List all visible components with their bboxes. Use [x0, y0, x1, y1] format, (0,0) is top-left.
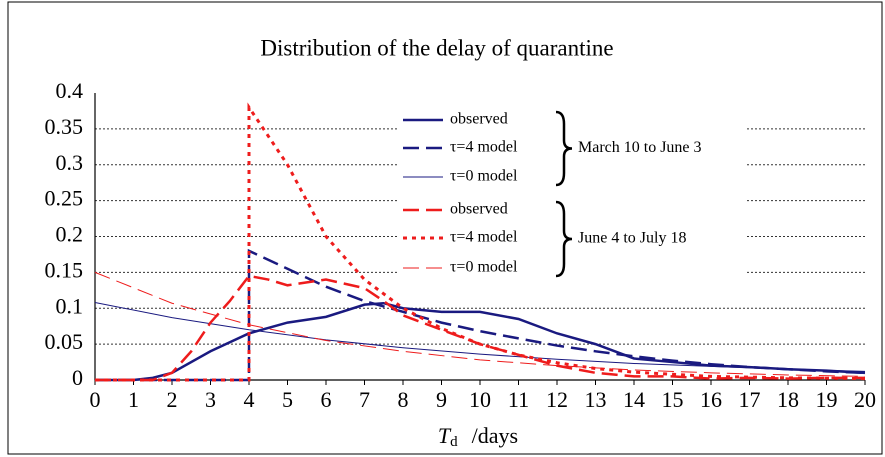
- x-tick-label: 1: [128, 387, 139, 412]
- x-tick-label: 7: [359, 387, 370, 412]
- legend-label: τ=4 model: [450, 229, 518, 246]
- legend-label: τ=0 model: [450, 168, 518, 185]
- y-tick-label: 0.2: [56, 222, 84, 247]
- y-tick-label: 0: [72, 365, 83, 390]
- legend-label: τ=4 model: [450, 139, 518, 156]
- x-tick-label: 3: [205, 387, 216, 412]
- legend-brace: [555, 110, 573, 187]
- legend-group-label: June 4 to July 18: [578, 230, 686, 247]
- legend-box: [398, 106, 746, 284]
- legend-label: observed: [450, 111, 508, 128]
- x-tick-label: 11: [508, 387, 529, 412]
- legend-label: τ=0 model: [450, 259, 518, 276]
- y-tick-label: 0.15: [45, 257, 84, 282]
- x-tick-label: 16: [700, 387, 722, 412]
- x-label-unit: /days: [472, 423, 518, 448]
- legend-label: observed: [450, 201, 508, 218]
- x-tick-label: 20: [854, 387, 876, 412]
- x-tick-label: 17: [739, 387, 761, 412]
- x-label-subscript: d: [450, 434, 458, 450]
- x-tick-label: 10: [469, 387, 491, 412]
- x-tick-label: 15: [662, 387, 684, 412]
- x-label-symbol: T: [438, 423, 452, 448]
- x-tick-label: 8: [398, 387, 409, 412]
- frame: [7, 1, 883, 455]
- x-tick-label: 5: [282, 387, 293, 412]
- y-tick-label: 0.05: [45, 329, 84, 354]
- series-line: [94, 271, 866, 377]
- x-tick-label: 0: [90, 387, 101, 412]
- x-tick-label: 4: [244, 387, 255, 412]
- series-line: [95, 248, 866, 382]
- x-tick-label: 14: [623, 387, 645, 412]
- y-tick-label: 0.1: [56, 293, 84, 318]
- legend-group-label: March 10 to June 3: [578, 139, 702, 156]
- chart-title: Distribution of the delay of quarantine: [260, 35, 613, 60]
- x-tick-label: 12: [546, 387, 568, 412]
- y-tick-label: 0.35: [45, 114, 84, 139]
- x-tick-label: 18: [777, 387, 799, 412]
- y-tick-label: 0.3: [56, 150, 84, 175]
- series-line: [94, 302, 866, 372]
- series-line: [95, 102, 866, 382]
- x-tick-label: 2: [167, 387, 178, 412]
- legend-brace: [555, 200, 573, 278]
- x-tick-label: 9: [436, 387, 447, 412]
- y-tick-label: 0.25: [45, 186, 84, 211]
- y-tick-label: 0.4: [56, 78, 84, 103]
- x-tick-label: 6: [321, 387, 332, 412]
- series-line: [95, 274, 865, 382]
- x-tick-label: 13: [585, 387, 607, 412]
- x-tick-label: 19: [816, 387, 838, 412]
- x-axis-label: Td/days: [438, 423, 518, 450]
- series-line: [95, 301, 866, 382]
